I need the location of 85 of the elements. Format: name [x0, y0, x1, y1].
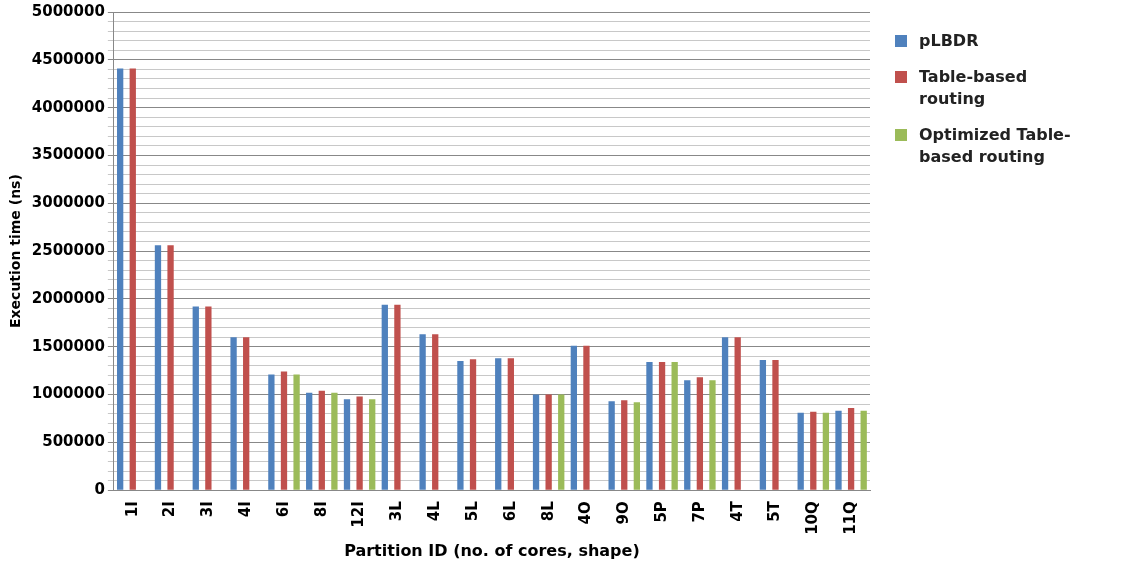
bar [117, 68, 124, 490]
bar [558, 394, 565, 490]
bar [268, 374, 275, 490]
x-tick-label: 8I [311, 501, 330, 518]
x-tick-label: 4T [727, 500, 746, 522]
bar [318, 390, 325, 490]
bar [532, 394, 540, 490]
bar [507, 358, 514, 490]
x-tick-label: 6I [273, 501, 292, 518]
bar [205, 306, 212, 490]
bar [192, 306, 199, 490]
bar [356, 396, 363, 490]
x-tick-label: 9O [614, 501, 633, 525]
bar [721, 337, 729, 490]
bar [167, 245, 174, 490]
x-tick-label: 5L [462, 500, 481, 522]
bar [293, 374, 300, 490]
bar [469, 359, 477, 490]
bar [734, 337, 741, 490]
x-tick-label: 4L [425, 500, 444, 522]
y-tick-label: 3000000 [31, 193, 105, 212]
y-tick-label: 2000000 [31, 288, 105, 307]
x-tick-label: 2I [160, 501, 179, 518]
bar [822, 412, 830, 490]
bar [457, 361, 464, 490]
bar [583, 345, 590, 490]
bar [658, 362, 666, 490]
bar [154, 245, 162, 490]
bar [759, 360, 767, 490]
y-axis-title: Execution time (ns) [7, 174, 24, 329]
bar [835, 410, 842, 490]
y-tick-label: 2500000 [31, 240, 105, 259]
x-tick-label: 5T [765, 500, 784, 522]
bar [696, 377, 704, 490]
y-tick-label: 5000000 [31, 1, 105, 20]
bar [369, 399, 376, 490]
bar [381, 304, 388, 490]
y-tick-label: 4500000 [31, 49, 105, 68]
legend-label: pLBDR [919, 30, 979, 52]
bar [810, 411, 817, 490]
x-tick-label: 3I [198, 501, 217, 518]
bar [230, 337, 237, 490]
y-tick-label: 0 [94, 480, 105, 499]
bar [671, 362, 678, 490]
y-tick-label: 4000000 [31, 97, 105, 116]
y-tick-label: 3500000 [31, 145, 105, 164]
bar [343, 399, 351, 490]
bar [684, 380, 691, 490]
bar [545, 394, 552, 490]
bar [306, 392, 313, 490]
x-tick-label: 3L [387, 500, 406, 522]
y-tick-label: 1000000 [31, 384, 105, 403]
bar [243, 337, 250, 490]
legend-label: Table-based routing [919, 66, 1029, 110]
x-tick-label: 6L [500, 500, 519, 522]
bar [847, 407, 855, 490]
x-tick-label: 4O [576, 501, 595, 525]
bar [495, 358, 502, 490]
bar [570, 345, 577, 490]
bar [772, 360, 779, 490]
bar [280, 371, 288, 490]
bar [432, 334, 439, 490]
bar [709, 380, 716, 490]
x-tick-label: 5P [651, 501, 670, 523]
bar [394, 304, 401, 490]
bar [797, 412, 804, 490]
x-tick-label: 11Q [840, 501, 859, 535]
x-tick-label: 4I [236, 501, 255, 518]
bar [621, 400, 628, 490]
x-tick-label: 7P [689, 501, 708, 523]
x-axis-title: Partition ID (no. of cores, shape) [344, 540, 640, 560]
y-tick-label: 1500000 [31, 336, 105, 355]
x-tick-label: 12I [349, 501, 368, 528]
bar [633, 402, 641, 490]
bar [860, 410, 867, 490]
bar [331, 392, 338, 490]
x-tick-label: 10Q [803, 501, 822, 535]
bar [646, 362, 653, 490]
x-tick-label: 1I [122, 501, 141, 518]
y-tick-label: 500000 [42, 432, 105, 451]
legend-label: Optimized Table-based routing [919, 124, 1072, 168]
bar [608, 401, 615, 490]
bar [129, 68, 136, 490]
x-tick-label: 8L [538, 500, 557, 522]
bar [419, 334, 426, 490]
